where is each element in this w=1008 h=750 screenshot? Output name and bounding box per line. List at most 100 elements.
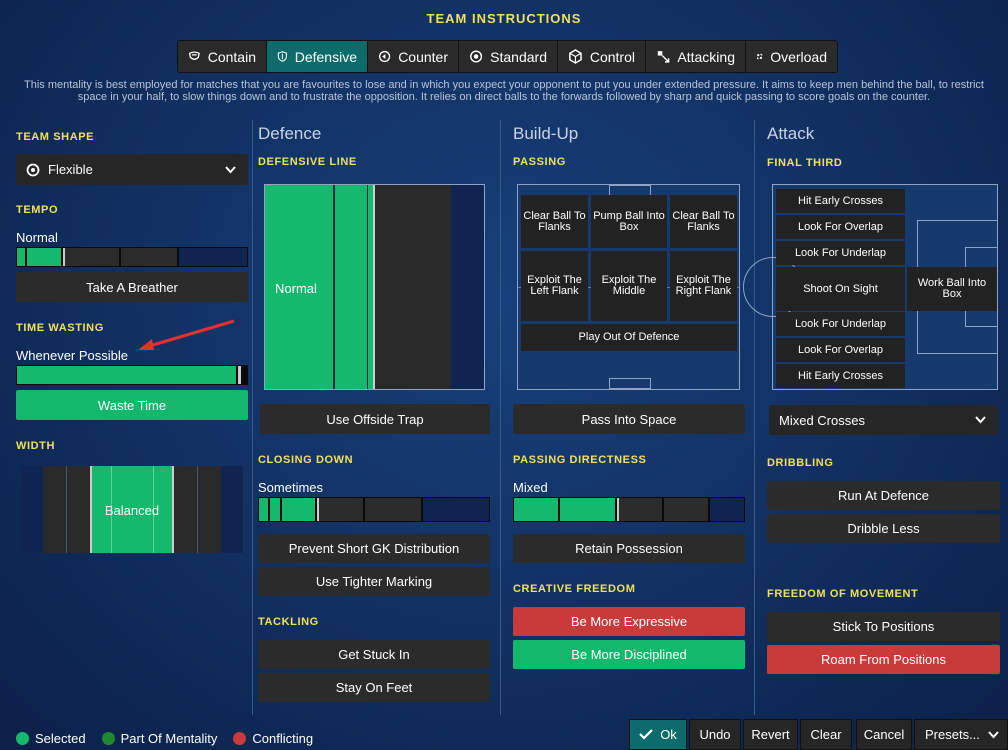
tab-control[interactable]: Control bbox=[558, 41, 646, 72]
shoot-on-sight-button[interactable]: Shoot On Sight bbox=[776, 267, 905, 311]
presets-dropdown[interactable]: Presets... bbox=[914, 719, 1008, 750]
hit-early-crosses-bottom-button[interactable]: Hit Early Crosses bbox=[776, 364, 905, 388]
roam-from-positions-button[interactable]: Roam From Positions bbox=[767, 645, 1000, 674]
closing-seg bbox=[423, 498, 489, 521]
counter-icon bbox=[378, 50, 391, 63]
closing-seg bbox=[259, 498, 268, 521]
width-selector[interactable]: Balanced bbox=[21, 466, 243, 553]
directness-seg bbox=[663, 498, 709, 521]
clear-button[interactable]: Clear bbox=[800, 719, 852, 750]
time-wasting-value: Whenever Possible bbox=[16, 348, 128, 363]
width-header: WIDTH bbox=[16, 440, 56, 452]
take-a-breather-button[interactable]: Take A Breather bbox=[16, 272, 248, 302]
line-handle[interactable] bbox=[373, 185, 375, 389]
team-shape-dropdown[interactable]: Flexible bbox=[16, 154, 248, 185]
play-out-of-defence-button[interactable]: Play Out Of Defence bbox=[521, 324, 737, 351]
width-divider bbox=[153, 466, 154, 553]
legend-mentality-dot bbox=[101, 732, 115, 745]
dribbling-header: DRIBBLING bbox=[767, 457, 834, 469]
dribble-less-button[interactable]: Dribble Less bbox=[767, 514, 1000, 543]
tempo-header: TEMPO bbox=[16, 204, 59, 216]
tackling-header: TACKLING bbox=[258, 616, 319, 628]
hit-early-crosses-top-button[interactable]: Hit Early Crosses bbox=[776, 189, 905, 213]
exploit-right-flank-button[interactable]: Exploit The Right Flank bbox=[670, 251, 737, 321]
legend-conflicting: Conflicting bbox=[233, 731, 313, 746]
look-for-underlap-top-button[interactable]: Look For Underlap bbox=[776, 241, 905, 265]
clear-ball-right-button[interactable]: Clear Ball To Flanks bbox=[670, 195, 737, 248]
defensive-line-value: Normal bbox=[275, 281, 317, 296]
time-wasting-seg bbox=[17, 366, 236, 384]
tab-defensive[interactable]: Defensive bbox=[267, 41, 368, 72]
tempo-seg bbox=[63, 248, 119, 266]
directness-seg bbox=[710, 498, 744, 521]
width-handle-left[interactable] bbox=[90, 466, 92, 553]
use-tighter-marking-button[interactable]: Use Tighter Marking bbox=[258, 567, 490, 596]
look-for-overlap-top-button[interactable]: Look For Overlap bbox=[776, 215, 905, 239]
pass-into-space-button[interactable]: Pass Into Space bbox=[513, 404, 745, 434]
team-shape-header: TEAM SHAPE bbox=[16, 131, 95, 143]
width-handle-right[interactable] bbox=[172, 466, 174, 553]
overload-icon bbox=[757, 53, 763, 60]
shield-icon bbox=[277, 51, 287, 62]
tab-contain-label: Contain bbox=[207, 48, 256, 65]
tempo-seg bbox=[17, 248, 25, 266]
tab-attacking[interactable]: Attacking bbox=[646, 41, 746, 72]
closing-down-value: Sometimes bbox=[258, 480, 324, 495]
defensive-line-pitch[interactable]: Normal bbox=[264, 184, 485, 390]
passing-pitch: Clear Ball To Flanks Pump Ball Into Box … bbox=[517, 184, 740, 390]
tempo-slider[interactable] bbox=[16, 247, 248, 267]
be-more-disciplined-button[interactable]: Be More Disciplined bbox=[513, 640, 745, 669]
line-zone bbox=[335, 185, 367, 389]
closing-seg bbox=[365, 498, 422, 521]
chevron-down-icon bbox=[975, 416, 986, 424]
clear-ball-left-button[interactable]: Clear Ball To Flanks bbox=[521, 195, 588, 248]
stick-to-positions-button[interactable]: Stick To Positions bbox=[767, 612, 1000, 641]
legend: Selected Part Of Mentality Conflicting bbox=[16, 731, 313, 746]
ok-button[interactable]: Ok bbox=[629, 719, 687, 750]
retain-possession-button[interactable]: Retain Possession bbox=[513, 534, 745, 563]
stay-on-feet-button[interactable]: Stay On Feet bbox=[258, 673, 490, 702]
passing-directness-slider[interactable] bbox=[513, 497, 745, 522]
run-at-defence-button[interactable]: Run At Defence bbox=[767, 481, 1000, 510]
tab-standard[interactable]: Standard bbox=[459, 41, 558, 72]
legend-selected-dot bbox=[16, 732, 29, 745]
closing-down-header: CLOSING DOWN bbox=[258, 454, 354, 466]
crossing-dropdown[interactable]: Mixed Crosses bbox=[769, 405, 998, 435]
use-offside-trap-button[interactable]: Use Offside Trap bbox=[260, 404, 490, 434]
tab-overload[interactable]: Overload bbox=[746, 41, 837, 72]
control-icon bbox=[569, 49, 582, 64]
time-wasting-slider[interactable] bbox=[16, 365, 248, 385]
attack-title: Attack bbox=[767, 124, 815, 143]
time-wasting-handle bbox=[238, 366, 241, 384]
directness-seg bbox=[559, 498, 616, 521]
tempo-seg bbox=[179, 248, 247, 266]
prevent-short-gk-distribution-button[interactable]: Prevent Short GK Distribution bbox=[258, 534, 490, 563]
closing-down-slider[interactable] bbox=[258, 497, 490, 522]
waste-time-button[interactable]: Waste Time bbox=[16, 390, 248, 420]
revert-button[interactable]: Revert bbox=[743, 719, 798, 750]
passing-directness-value: Mixed bbox=[513, 480, 548, 495]
tab-counter[interactable]: Counter bbox=[368, 41, 459, 72]
time-wasting-header: TIME WASTING bbox=[16, 322, 104, 334]
legend-selected-label: Selected bbox=[35, 731, 86, 746]
exploit-middle-button[interactable]: Exploit The Middle bbox=[591, 251, 667, 321]
get-stuck-in-button[interactable]: Get Stuck In bbox=[258, 640, 490, 669]
exploit-left-flank-button[interactable]: Exploit The Left Flank bbox=[521, 251, 588, 321]
chevron-down-icon bbox=[225, 165, 236, 173]
look-for-overlap-bottom-button[interactable]: Look For Overlap bbox=[776, 338, 905, 362]
work-ball-into-box-button[interactable]: Work Ball Into Box bbox=[907, 267, 997, 311]
be-more-expressive-button[interactable]: Be More Expressive bbox=[513, 607, 745, 636]
directness-seg bbox=[617, 498, 662, 521]
legend-part-of-mentality: Part Of Mentality bbox=[101, 731, 217, 746]
closing-seg bbox=[317, 498, 364, 521]
width-divider bbox=[66, 466, 67, 553]
look-for-underlap-bottom-button[interactable]: Look For Underlap bbox=[776, 312, 905, 336]
width-band bbox=[43, 466, 91, 553]
undo-button[interactable]: Undo bbox=[689, 719, 741, 750]
tab-counter-label: Counter bbox=[398, 48, 448, 65]
cancel-button[interactable]: Cancel bbox=[856, 719, 912, 750]
tab-contain[interactable]: Contain bbox=[178, 41, 267, 72]
pitch-box bbox=[609, 378, 651, 389]
pump-ball-into-box-button[interactable]: Pump Ball Into Box bbox=[591, 195, 667, 248]
flexible-icon bbox=[26, 163, 40, 176]
